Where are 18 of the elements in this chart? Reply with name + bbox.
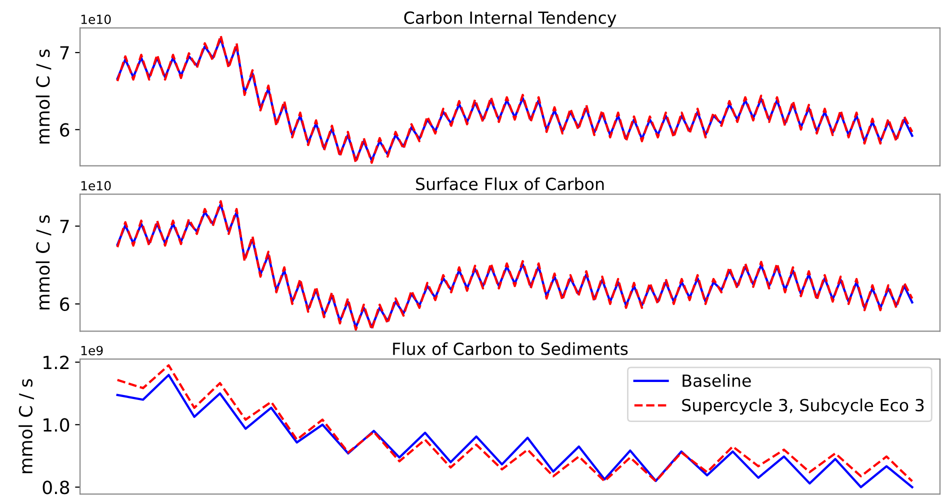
y-tick-label: 1.0 [44, 418, 70, 432]
legend-label: Supercycle 3, Subcycle Eco 3 [682, 398, 924, 415]
chart-title: Surface Flux of Carbon [416, 177, 604, 190]
text: 1e10 [81, 14, 111, 24]
legend-label: Baseline [682, 374, 751, 387]
chart-title: Flux of Carbon to Sediments [393, 342, 628, 356]
y-tick-label: 7 [60, 220, 69, 233]
text: 1e10 [81, 180, 111, 190]
y-tick-label: 6 [60, 123, 70, 137]
y-tick-label: 6 [60, 297, 70, 312]
chart-title: Carbon Internal Tendency [404, 11, 616, 28]
y-tick-label: 0.8 [42, 480, 70, 494]
y-axis-title: mmol C / s [18, 379, 34, 474]
y-axis-title: mmol C / s [36, 215, 52, 310]
y-tick-label: 1.2 [44, 356, 69, 370]
text: 1e9 [81, 346, 103, 356]
y-axis-title: mmol C / s [36, 49, 52, 144]
y-tick-label: 7 [60, 46, 69, 60]
